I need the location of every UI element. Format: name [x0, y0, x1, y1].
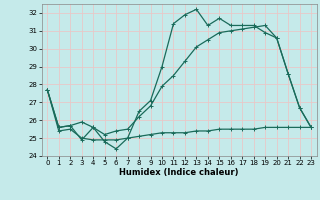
X-axis label: Humidex (Indice chaleur): Humidex (Indice chaleur) — [119, 168, 239, 177]
